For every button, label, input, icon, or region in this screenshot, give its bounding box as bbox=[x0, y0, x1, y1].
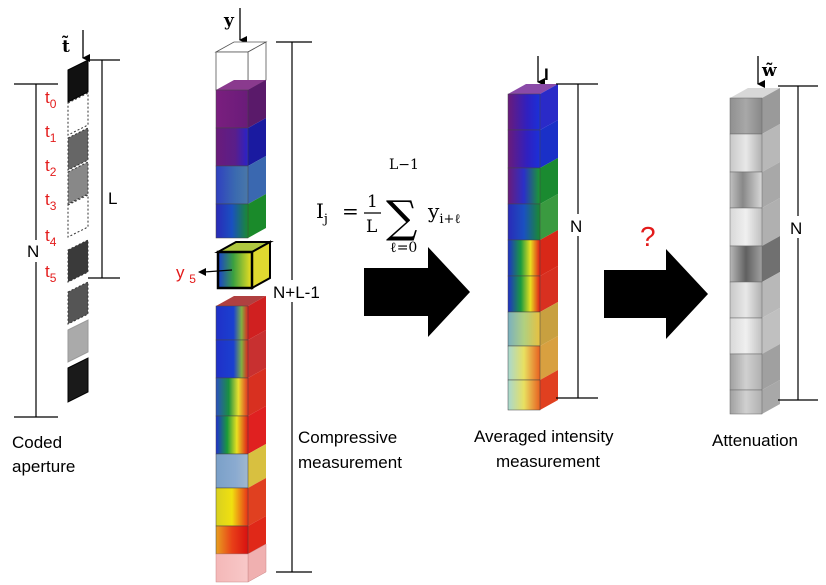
w-tilde-symbol: w̃ bbox=[761, 61, 777, 81]
equation-term: yi+ℓ bbox=[427, 199, 461, 227]
t5-label: t5 bbox=[45, 262, 57, 285]
measurement-cube-13 bbox=[215, 543, 267, 583]
averaged-caption-2: measurement bbox=[496, 452, 600, 471]
measurement-caption-1: Compressive bbox=[298, 428, 397, 447]
coded-aperture-caption-1: Coded bbox=[12, 433, 62, 452]
t-tilde-symbol: t̃ bbox=[61, 35, 70, 57]
aperture-cell-3 bbox=[67, 161, 89, 205]
aperture-cell-6 bbox=[67, 281, 89, 325]
attenuation-cube-2 bbox=[729, 124, 780, 173]
coded-aperture-group: N L t̃ t0 t1 t2 t3 bbox=[12, 30, 120, 476]
attenuation-cube-1 bbox=[729, 88, 780, 135]
averaged-cube-2 bbox=[507, 120, 558, 169]
attenuation-cube-3 bbox=[729, 162, 780, 209]
attenuation-N-bracket: N bbox=[778, 85, 818, 401]
averaging-equation: Ij = 1 L L−1 ∑ ℓ=0 yi+ℓ bbox=[316, 157, 461, 256]
attenuation-cube-4 bbox=[729, 198, 780, 247]
aperture-cell-0 bbox=[67, 59, 89, 103]
big-arrow-2 bbox=[604, 249, 708, 339]
measurement-cube-1 bbox=[215, 80, 266, 129]
equation-frac-den: L bbox=[366, 217, 377, 237]
aperture-cell-7 bbox=[67, 319, 89, 363]
aperture-cell-8 bbox=[67, 357, 89, 403]
averaged-cube-8 bbox=[507, 336, 558, 381]
y5-label: y 5 bbox=[176, 263, 196, 286]
averaged-N-bracket: N bbox=[556, 83, 598, 399]
measurement-cube-3 bbox=[215, 156, 266, 205]
measurement-cube-10 bbox=[215, 444, 266, 489]
y5-pointer-head bbox=[198, 268, 206, 276]
measurement-cubes bbox=[214, 41, 274, 583]
attenuation-cube-6 bbox=[729, 272, 780, 319]
t3-label: t3 bbox=[45, 190, 57, 213]
averaged-cube-6 bbox=[507, 266, 558, 313]
measurement-caption-2: measurement bbox=[298, 453, 402, 472]
measurement-cube-8 bbox=[215, 368, 266, 417]
big-arrow-1 bbox=[364, 247, 470, 337]
averaged-cube-7 bbox=[507, 302, 558, 347]
L-label-aperture: L bbox=[108, 189, 117, 208]
equation-equals: = bbox=[342, 199, 359, 223]
equation-lhs: Ij bbox=[316, 199, 328, 227]
attenuation-group: w̃ bbox=[712, 56, 818, 450]
averaged-cube-3 bbox=[507, 158, 558, 205]
aperture-cell-5 bbox=[67, 239, 89, 283]
t2-label: t2 bbox=[45, 156, 57, 179]
averaged-cube-4 bbox=[507, 194, 558, 241]
attenuation-cube-8 bbox=[729, 344, 780, 391]
averaged-cube-5 bbox=[507, 230, 558, 277]
aperture-cell-1 bbox=[67, 92, 89, 136]
measurement-group: y bbox=[176, 8, 402, 583]
aperture-cells bbox=[67, 59, 89, 403]
coded-aperture-L-bracket: L bbox=[88, 59, 120, 279]
attenuation-cube-5 bbox=[729, 236, 780, 283]
attenuation-cube-9 bbox=[729, 380, 780, 415]
aperture-cell-4 bbox=[67, 194, 89, 238]
equation-frac-num: 1 bbox=[367, 192, 378, 212]
averaged-cube-1 bbox=[507, 84, 558, 131]
N-plus-L-minus-1-label: N+L-1 bbox=[273, 283, 320, 302]
t1-label: t1 bbox=[45, 122, 57, 145]
coded-aperture-N-bracket: N bbox=[14, 83, 58, 418]
t4-label: t4 bbox=[45, 226, 57, 249]
measurement-cube-6 bbox=[215, 296, 266, 341]
measurement-length-bracket: N+L-1 bbox=[272, 41, 332, 573]
measurement-cube-7 bbox=[215, 330, 266, 379]
measurement-cube-highlight-y5 bbox=[214, 240, 274, 290]
equation-sum-bottom: ℓ=0 bbox=[390, 240, 417, 256]
I-symbol: I bbox=[544, 65, 549, 84]
N-label-averaged: N bbox=[570, 217, 582, 236]
measurement-cube-9 bbox=[215, 406, 266, 455]
question-mark: ? bbox=[640, 221, 656, 252]
measurement-cube-12 bbox=[215, 516, 266, 555]
averaged-group: I bbox=[474, 56, 614, 471]
N-label-aperture: N bbox=[27, 242, 39, 261]
attenuation-caption: Attenuation bbox=[712, 431, 798, 450]
y5-pointer bbox=[203, 269, 233, 273]
N-label-attenuation: N bbox=[790, 219, 802, 238]
y-symbol: y bbox=[223, 11, 235, 31]
attenuation-cubes bbox=[729, 88, 780, 415]
equation-sum-top: L−1 bbox=[389, 157, 419, 173]
averaged-cubes bbox=[507, 84, 558, 411]
t-labels: t0 t1 t2 t3 t4 t5 bbox=[45, 88, 57, 285]
coded-aperture-caption-2: aperture bbox=[12, 457, 75, 476]
measurement-cube-2 bbox=[215, 118, 266, 167]
aperture-cell-2 bbox=[67, 127, 89, 171]
measurement-cube-11 bbox=[215, 478, 266, 527]
averaged-caption-1: Averaged intensity bbox=[474, 427, 614, 446]
equation-sigma: ∑ bbox=[386, 192, 417, 243]
t0-label: t0 bbox=[45, 88, 57, 111]
measurement-cube-4 bbox=[215, 194, 266, 239]
averaged-cube-9 bbox=[507, 370, 558, 411]
